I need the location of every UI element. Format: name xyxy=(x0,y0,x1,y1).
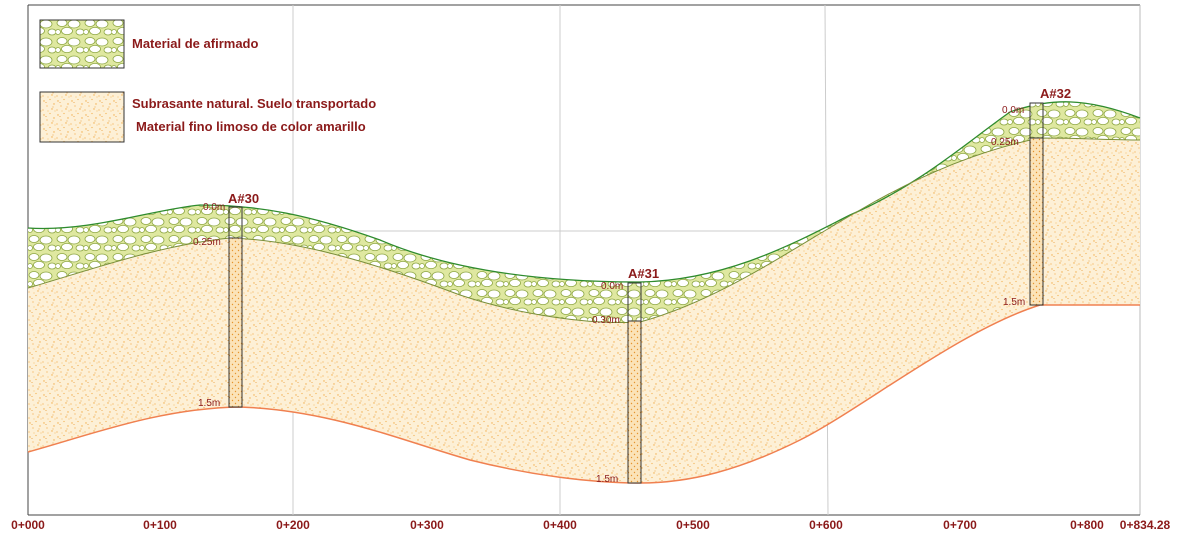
pit-a31-top-depth: 0.0m xyxy=(601,281,623,292)
afirmado-layer xyxy=(28,101,1140,323)
pit-a30-mid-depth: 0.25m xyxy=(193,237,221,248)
chainage-axis: 0+000 0+100 0+200 0+300 0+400 0+500 0+60… xyxy=(11,518,1170,532)
chainage-label: 0+500 xyxy=(676,518,710,532)
pit-a32-top-depth: 0.0m xyxy=(1002,105,1024,116)
legend-label-subrasante-line2: Material fino limoso de color amarillo xyxy=(136,119,366,134)
bottom-line xyxy=(27,304,1140,484)
legend-label-afirmado: Material de afirmado xyxy=(132,36,258,51)
legend: Material de afirmado Subrasante natural.… xyxy=(39,19,376,143)
pit-a32-bottom-depth: 1.5m xyxy=(1003,297,1025,308)
pit-a31-bottom-depth: 1.5m xyxy=(596,474,618,485)
chainage-label: 0+600 xyxy=(809,518,843,532)
chainage-label: 0+834.28 xyxy=(1120,518,1171,532)
chainage-label: 0+200 xyxy=(276,518,310,532)
chainage-label: 0+800 xyxy=(1070,518,1104,532)
subrasante-layer xyxy=(28,138,1140,483)
chainage-label: 0+100 xyxy=(143,518,177,532)
test-pit-a31: A#31 0.0m 0.30m 1.5m xyxy=(592,266,659,485)
legend-swatch-afirmado xyxy=(39,19,125,69)
ground-surface-line xyxy=(27,101,1141,283)
pit-a32-label: A#32 xyxy=(1040,86,1071,101)
pit-a32-mid-depth: 0.25m xyxy=(991,137,1019,148)
legend-swatch-subrasante xyxy=(39,91,125,143)
pit-a31-mid-depth: 0.30m xyxy=(592,315,620,326)
pit-a30-label: A#30 xyxy=(228,191,259,206)
test-pit-a32: A#32 0.0m 0.25m 1.5m xyxy=(991,86,1071,308)
pit-a30-bottom-depth: 1.5m xyxy=(198,398,220,409)
chainage-label: 0+700 xyxy=(943,518,977,532)
pit-a30-top-depth: 0.0m xyxy=(203,202,225,213)
legend-label-subrasante-line1: Subrasante natural. Suelo transportado xyxy=(132,96,376,111)
chainage-label: 0+000 xyxy=(11,518,45,532)
pit-a31-label: A#31 xyxy=(628,266,659,281)
chainage-label: 0+400 xyxy=(543,518,577,532)
test-pit-a30: A#30 0.0m 0.25m 1.5m xyxy=(193,191,259,409)
chainage-label: 0+300 xyxy=(410,518,444,532)
